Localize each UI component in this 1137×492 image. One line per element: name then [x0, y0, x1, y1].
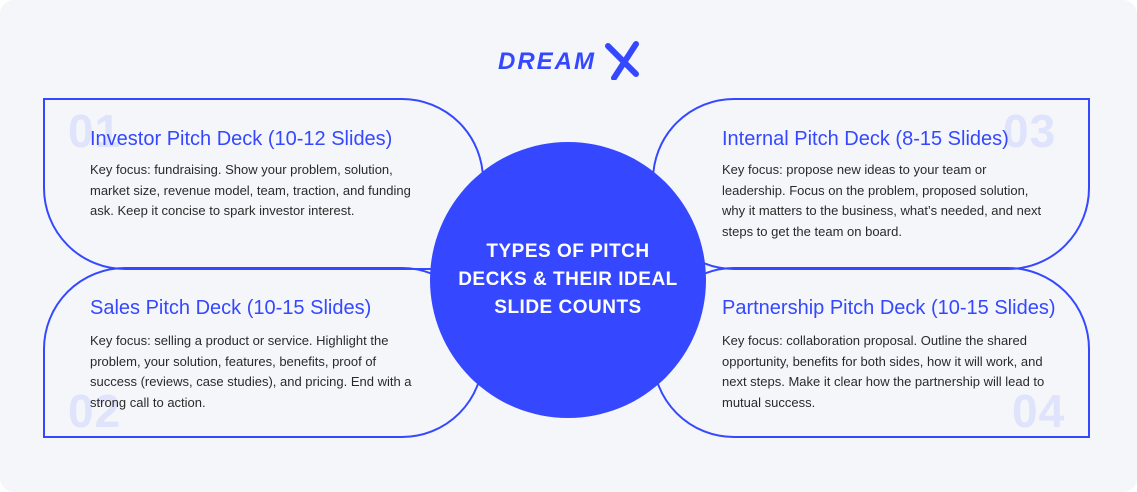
card-body: Key focus: fundraising. Show your proble… [90, 162, 411, 218]
card-number: 01 [68, 105, 122, 157]
card-number: 03 [1003, 105, 1057, 157]
card-title: Sales Pitch Deck (10-15 Slides) [90, 297, 372, 319]
card-body: Key focus: selling a product or service.… [90, 333, 412, 410]
card-body: Key focus: collaboration proposal. Outli… [722, 333, 1045, 410]
card-body: Key focus: propose new ideas to your tea… [722, 162, 1042, 239]
svg-text:DREAM: DREAM [498, 48, 596, 75]
center-circle: TYPES OF PITCH DECKS & THEIR IDEAL SLIDE… [430, 142, 706, 418]
card-number: 04 [1012, 385, 1066, 437]
card-number: 02 [68, 385, 122, 437]
card-title: Internal Pitch Deck (8-15 Slides) [722, 128, 1009, 150]
dreamx-logo: DREAM [498, 41, 639, 80]
card-title: Investor Pitch Deck (10-12 Slides) [90, 128, 393, 150]
center-title: TYPES OF PITCH DECKS & THEIR IDEAL SLIDE… [458, 241, 678, 318]
card-title: Partnership Pitch Deck (10-15 Slides) [722, 297, 1056, 319]
